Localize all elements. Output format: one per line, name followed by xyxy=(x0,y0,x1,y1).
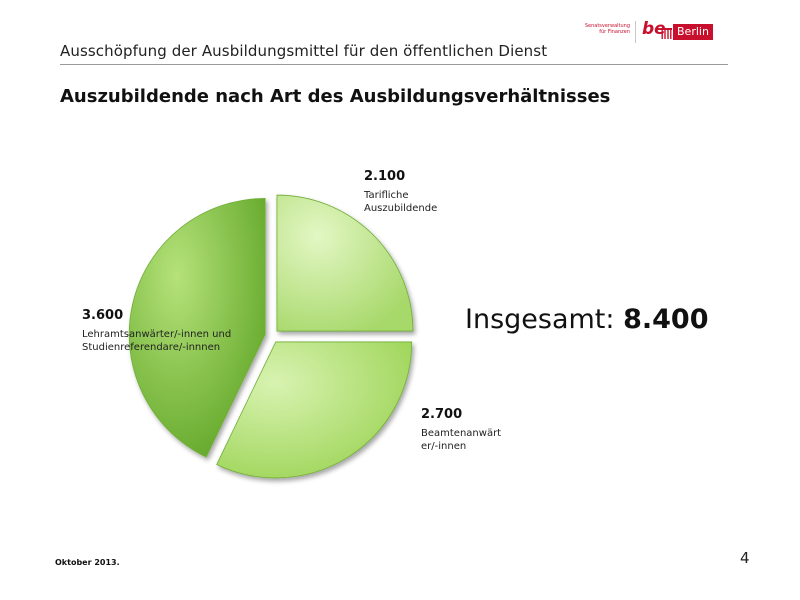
total-value: 8.400 xyxy=(623,304,709,335)
slice-text-tarifliche-line-2: Auszubildende xyxy=(364,203,438,214)
total-label: Insgesamt: xyxy=(465,304,615,335)
pie-slice-lehramt xyxy=(128,198,266,458)
brandenburg-gate-icon xyxy=(661,28,672,39)
logo-department-line-2: für Finanzen xyxy=(599,29,630,35)
slice-text-beamte-line-2: er/-innen xyxy=(421,441,467,452)
header-title: Ausschöpfung der Ausbildungsmittel für d… xyxy=(60,42,548,60)
slice-value-lehramt: 3.600 xyxy=(82,308,124,323)
total-count: Insgesamt: 8.400 xyxy=(465,304,709,335)
slice-label-tarifliche: 2.100 Tarifliche Auszubildende xyxy=(364,170,437,215)
header-divider xyxy=(60,64,728,65)
pie-slice-beamte xyxy=(216,341,413,479)
slice-label-beamte: 2.700 Beamtenanwärt er/-innen xyxy=(421,408,501,453)
pie-slice-tarifliche xyxy=(276,194,414,332)
slice-label-lehramt: 3.600 Lehramtsanwärter/-innen und Studie… xyxy=(82,309,231,354)
logo-department-line-1: Senatsverwaltung xyxy=(584,23,630,29)
logo-be-mark: be xyxy=(642,19,666,39)
logo-department: Senatsverwaltung für Finanzen xyxy=(583,23,630,35)
logo-separator xyxy=(635,21,636,43)
slice-text-tarifliche-line-1: Tarifliche xyxy=(364,190,409,201)
slice-value-tarifliche: 2.100 xyxy=(364,169,406,184)
slice-text-lehramt-line-1: Lehramtsanwärter/-innen und xyxy=(82,329,232,340)
slide-title: Auszubildende nach Art des Ausbildungsve… xyxy=(60,86,611,107)
logo-berlin-box: Berlin xyxy=(673,24,713,40)
senate-logo: Senatsverwaltung für Finanzen be Berlin xyxy=(583,19,723,43)
footer-date: Oktober 2013. xyxy=(55,558,120,567)
slice-text-lehramt-line-2: Studienreferendare/-innnen xyxy=(82,342,221,353)
slice-value-beamte: 2.700 xyxy=(421,407,463,422)
slice-text-beamte-line-1: Beamtenanwärt xyxy=(421,428,502,439)
page-number: 4 xyxy=(740,549,750,567)
